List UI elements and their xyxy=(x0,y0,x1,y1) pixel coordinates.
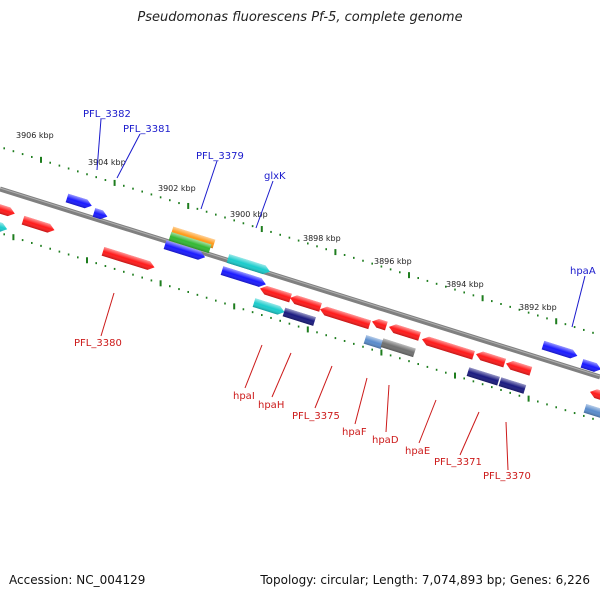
gene-hpaf[interactable] xyxy=(363,335,384,350)
scale-ticks-lower xyxy=(3,233,594,420)
gene-hpa-r4[interactable] xyxy=(505,359,533,376)
gene-labels: PFL_3382 PFL_3381 PFL_3379 glxK hpaA PFL… xyxy=(74,109,596,482)
genome-backbone-highlight xyxy=(0,187,600,377)
gene-hpai[interactable] xyxy=(252,298,286,316)
genome-summary-text: Topology: circular; Length: 7,074,893 bp… xyxy=(260,573,590,587)
leader-pfl-3371 xyxy=(459,411,480,456)
gene-pfl-3379-green[interactable] xyxy=(168,231,212,254)
gene-pfl-3371[interactable] xyxy=(466,367,500,386)
accession-text: Accession: NC_004129 xyxy=(9,573,146,587)
gene-hpad[interactable] xyxy=(380,338,416,358)
leader-pfl-3375 xyxy=(314,365,333,409)
scale-label: 3896 kbp xyxy=(374,257,412,266)
gene-label-glxk[interactable]: glxK xyxy=(264,171,286,182)
scale-labels: 3906 kbp 3904 kbp 3902 kbp 3900 kbp 3898… xyxy=(16,131,557,312)
leader-hpah xyxy=(271,352,292,398)
gene-hpa-r3[interactable] xyxy=(475,350,506,368)
gene-label-pfl-3381[interactable]: PFL_3381 xyxy=(123,124,171,135)
scale-label: 3900 kbp xyxy=(230,210,268,219)
scale-ticks-upper xyxy=(3,147,594,334)
leader-hpai xyxy=(244,344,263,389)
gene-label-pfl-3380[interactable]: PFL_3380 xyxy=(74,338,122,349)
scale-label: 3898 kbp xyxy=(303,234,341,243)
gene-label-hpae[interactable]: hpaE xyxy=(405,446,430,457)
gene-pfl-3375[interactable] xyxy=(319,305,371,330)
scale-label: 3894 kbp xyxy=(446,280,484,289)
gene-track xyxy=(0,193,600,418)
gene-label-hpah[interactable]: hpaH xyxy=(258,400,284,411)
gene-pfl-3382[interactable] xyxy=(65,193,94,210)
leader-pfl-3381 xyxy=(116,133,141,179)
gene-glxk[interactable] xyxy=(226,254,272,276)
gene-leader-lines xyxy=(96,118,586,471)
gene-hpah[interactable] xyxy=(282,307,316,326)
gene-hpa-r1[interactable] xyxy=(259,284,292,303)
gene-label-pfl-3371[interactable]: PFL_3371 xyxy=(434,457,482,468)
scale-label: 3902 kbp xyxy=(158,184,196,193)
leader-hpaf xyxy=(354,377,368,425)
gene-pfl-3380[interactable] xyxy=(101,246,156,272)
gene-hpaf-red[interactable] xyxy=(371,317,388,331)
gene-pfl-3381[interactable] xyxy=(92,208,109,221)
gene-label-pfl-3379[interactable]: PFL_3379 xyxy=(196,151,244,162)
gene-pfl-3386[interactable] xyxy=(0,201,16,218)
leader-hpad xyxy=(385,384,390,433)
leader-pfl-3379 xyxy=(200,160,218,210)
gene-pfl-3385[interactable] xyxy=(21,215,56,234)
scale-label: 3892 kbp xyxy=(519,303,557,312)
gene-right-steel[interactable] xyxy=(583,404,600,418)
gene-pfl-3370[interactable] xyxy=(498,377,527,394)
scale-label: 3906 kbp xyxy=(16,131,54,140)
gene-label-hpai[interactable]: hpaI xyxy=(233,391,255,402)
gene-hpae[interactable] xyxy=(421,335,475,360)
leader-hpaa xyxy=(571,275,586,328)
leader-pfl-3380 xyxy=(100,292,115,337)
gene-pfl-3379[interactable] xyxy=(163,240,207,261)
gene-hpa-b2[interactable] xyxy=(580,359,600,374)
gene-label-hpad[interactable]: hpaD xyxy=(372,435,399,446)
gene-hpaa[interactable] xyxy=(541,340,579,360)
gene-label-pfl-3382[interactable]: PFL_3382 xyxy=(83,109,131,120)
genome-backbone xyxy=(0,186,600,380)
gene-cyan-edge[interactable] xyxy=(0,219,9,234)
gene-hpa-r2[interactable] xyxy=(289,294,322,312)
gene-hpad-red[interactable] xyxy=(388,323,421,341)
map-title: Pseudomonas fluorescens Pf-5, complete g… xyxy=(137,10,463,25)
gene-label-pfl-3370[interactable]: PFL_3370 xyxy=(483,471,531,482)
gene-label-hpaf[interactable]: hpaF xyxy=(342,427,367,438)
gene-label-hpaa[interactable]: hpaA xyxy=(570,266,596,277)
leader-hpae xyxy=(418,399,437,444)
leader-pfl-3370 xyxy=(505,421,509,471)
leader-glxk xyxy=(255,180,274,229)
gene-right-red[interactable] xyxy=(589,388,600,401)
leader-pfl-3382 xyxy=(96,118,102,171)
scale-label: 3904 kbp xyxy=(88,158,126,167)
gene-pfl-3378[interactable] xyxy=(220,266,268,288)
gene-label-pfl-3375[interactable]: PFL_3375 xyxy=(292,411,340,422)
